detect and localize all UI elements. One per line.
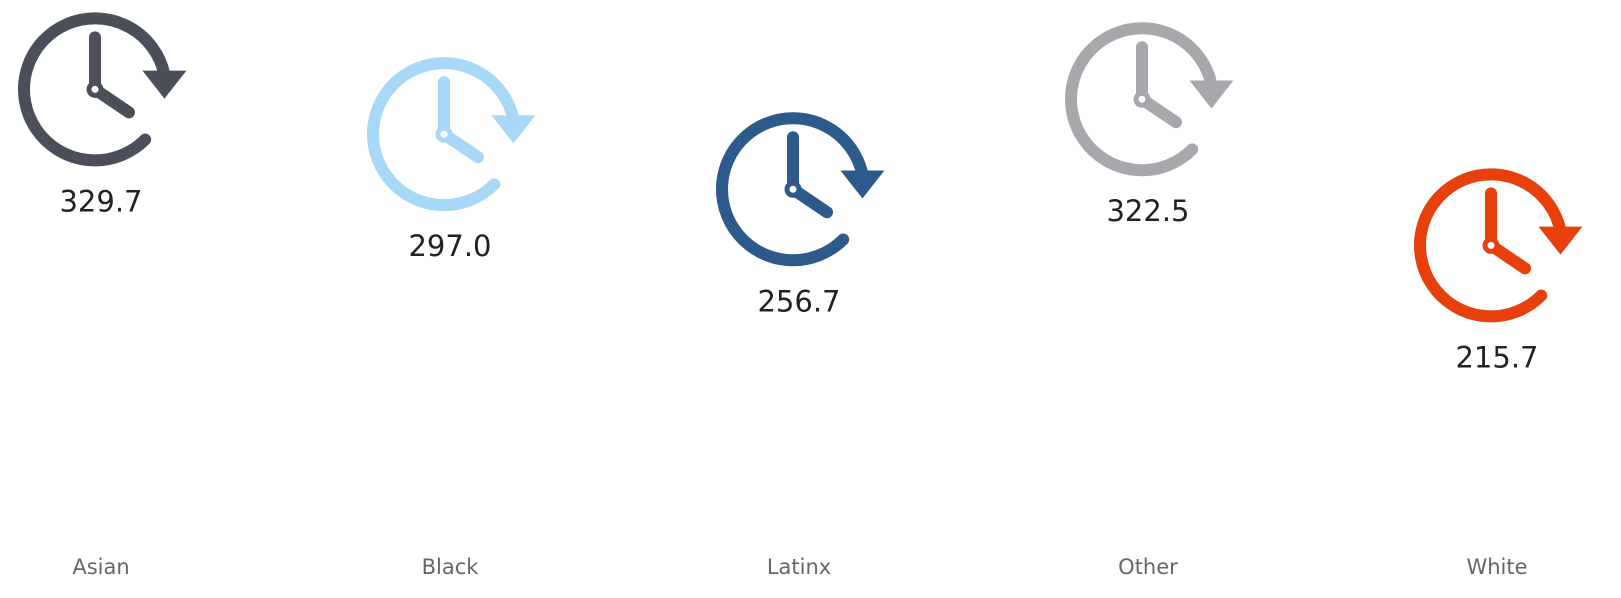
clock-icon: [18, 12, 187, 167]
clock-arrowhead: [142, 70, 187, 99]
value-label: 256.7: [757, 284, 840, 318]
category-label: Black: [422, 555, 480, 579]
value-label: 297.0: [408, 229, 491, 263]
clock-arrowhead: [1189, 80, 1234, 109]
clock-icon: [716, 112, 885, 267]
clock-center: [784, 180, 802, 198]
clock-arc: [367, 57, 520, 212]
clock-center: [86, 80, 104, 98]
clock-center: [1133, 90, 1151, 108]
clock-arrowhead: [491, 115, 536, 144]
clock-arrowhead: [840, 170, 885, 199]
value-label: 322.5: [1106, 194, 1189, 228]
clock-arc: [1414, 168, 1567, 323]
clock-icon: [1065, 22, 1234, 177]
clock-arc: [716, 112, 869, 267]
clock-center: [435, 125, 453, 143]
clock-icon: [367, 57, 536, 212]
clock-arc: [1065, 22, 1218, 177]
clock-arrowhead: [1538, 226, 1583, 255]
value-label: 329.7: [59, 184, 142, 218]
clock-arc: [18, 12, 171, 167]
clock-center: [1482, 236, 1500, 254]
value-label: 215.7: [1455, 340, 1538, 374]
clock-icon: [1414, 168, 1583, 323]
category-label: Latinx: [767, 555, 831, 579]
category-label: White: [1466, 555, 1527, 579]
category-label: Other: [1118, 555, 1178, 579]
category-label: Asian: [72, 555, 129, 579]
